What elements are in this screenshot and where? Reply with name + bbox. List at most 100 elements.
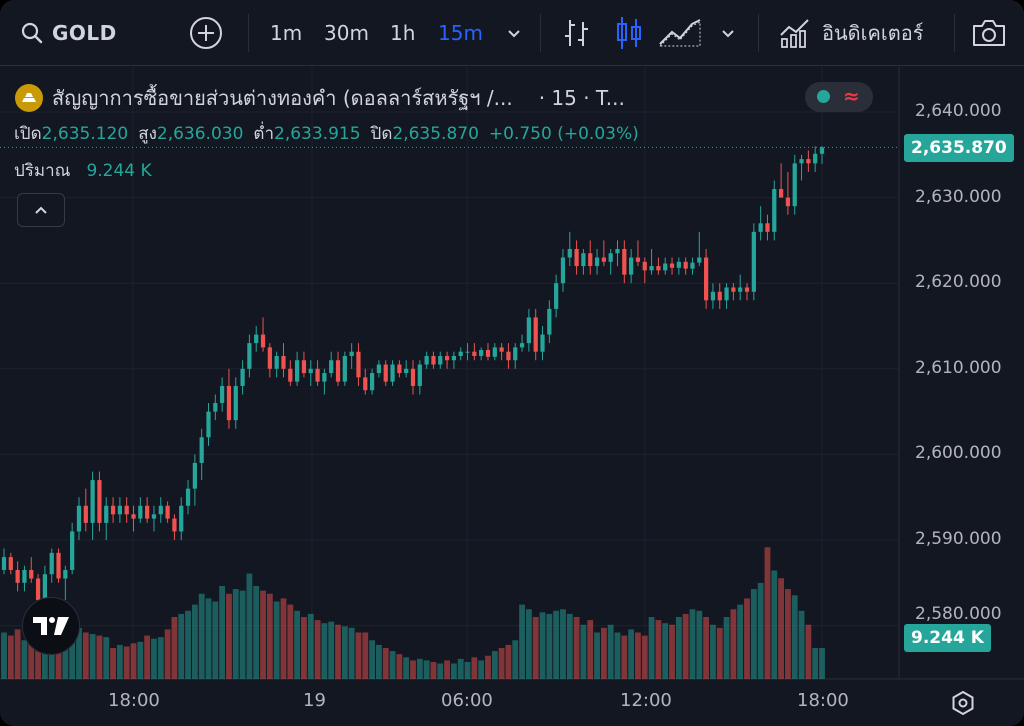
volume-bar: [164, 629, 171, 679]
volume-bar: [587, 620, 594, 679]
volume-bar: [7, 635, 14, 679]
candle-style-icon: [614, 15, 644, 51]
price-axis-label: 2,610.000: [915, 358, 1002, 378]
price-axis-label: 2,600.000: [915, 443, 1002, 463]
candle-body: [63, 569, 68, 579]
price-axis-label: 2,630.000: [915, 187, 1002, 207]
volume-bar: [798, 610, 805, 679]
volume-bar: [416, 658, 423, 679]
candle-body: [663, 263, 668, 271]
candle-body: [751, 231, 756, 292]
candle-body: [772, 189, 777, 232]
indicators-icon: [778, 17, 812, 49]
bar-style-button[interactable]: [562, 14, 592, 52]
volume-bar: [491, 651, 498, 679]
candle-body: [635, 257, 641, 262]
candle-body: [588, 253, 593, 267]
candle-body: [295, 360, 300, 382]
volume-bar: [382, 648, 389, 679]
volume-bar: [144, 635, 151, 679]
candle-body: [15, 569, 20, 583]
candle-body: [369, 373, 375, 391]
volume-bar: [103, 637, 110, 679]
volume-bar: [737, 604, 744, 679]
candle-body: [424, 355, 429, 365]
candle-body: [533, 317, 538, 352]
candle-body: [104, 505, 109, 523]
symbol-search-button[interactable]: GOLD: [20, 14, 117, 52]
candle-body: [315, 368, 320, 382]
indicators-label: อินดิเคเตอร์: [822, 21, 924, 45]
volume-bar: [635, 632, 641, 679]
volume-bar: [519, 604, 525, 679]
low-value: 2,633.915: [274, 123, 361, 144]
candle-body: [356, 351, 361, 378]
volume-bar: [819, 648, 825, 679]
volume-bar: [430, 661, 437, 679]
collapse-legend-button[interactable]: [17, 193, 65, 227]
change-value: +0.750 (+0.03%): [488, 123, 639, 144]
volume-bar: [444, 660, 450, 679]
candle-body: [397, 364, 402, 374]
volume-bar: [260, 590, 266, 679]
timeframe-label: 1h: [390, 21, 416, 45]
candle-body: [390, 364, 395, 382]
candle-body: [519, 343, 525, 348]
volume-bar: [137, 641, 144, 679]
volume-bar: [198, 593, 205, 679]
candle-body: [49, 552, 54, 575]
volume-bar: [580, 624, 587, 679]
settings-button[interactable]: [948, 688, 978, 718]
candle-body: [8, 557, 13, 570]
candle-body: [554, 283, 559, 309]
volume-bar: [757, 582, 764, 679]
market-open-dot-icon: [817, 90, 830, 103]
candle-body: [165, 505, 170, 519]
candle-body: [629, 257, 634, 275]
low-label: ต่ำ: [253, 124, 274, 144]
indicators-button[interactable]: อินดิเคเตอร์: [778, 14, 923, 52]
chart-canvas[interactable]: [0, 67, 1024, 726]
candle-body: [431, 355, 436, 365]
candle-body: [649, 266, 654, 271]
area-style-button[interactable]: [658, 14, 702, 52]
volume-bar: [410, 660, 416, 679]
volume-bar: [655, 620, 662, 679]
volume-bar: [341, 626, 348, 679]
volume-value: 9.244 K: [86, 160, 152, 181]
volume-bar: [573, 617, 580, 679]
chart-style-dropdown[interactable]: [718, 14, 738, 52]
timeframe-1h[interactable]: 1h: [390, 14, 415, 52]
volume-bar: [212, 601, 219, 679]
high-value: 2,636.030: [156, 123, 244, 144]
volume-bar: [14, 629, 21, 679]
volume-bar: [232, 589, 239, 679]
price-axis-label: 2,580.000: [915, 604, 1002, 624]
candle-body: [35, 578, 41, 600]
toolbar-divider: [248, 14, 249, 52]
camera-icon: [970, 17, 1008, 49]
timeframe-30m[interactable]: 30m: [324, 14, 369, 52]
search-icon: [20, 21, 44, 45]
volume-bar: [151, 638, 157, 679]
volume-bar: [226, 593, 232, 679]
candle-body: [806, 159, 811, 164]
volume-bar: [648, 617, 655, 679]
tradingview-logo[interactable]: [22, 597, 80, 655]
add-symbol-button[interactable]: [188, 14, 224, 52]
volume-bar: [403, 657, 410, 679]
market-status-pill[interactable]: ≈: [805, 82, 873, 112]
candle-body: [438, 355, 443, 365]
candle-body: [690, 262, 695, 269]
volume-bar: [525, 609, 532, 679]
screenshot-button[interactable]: [970, 14, 1008, 52]
volume-bar: [376, 644, 382, 679]
candle-body: [765, 223, 770, 232]
volume-bar: [498, 648, 505, 679]
volume-bar: [614, 632, 621, 679]
timeframe-dropdown[interactable]: [504, 14, 524, 52]
timeframe-15m[interactable]: 15m: [438, 14, 483, 52]
timeframe-1m[interactable]: 1m: [270, 14, 302, 52]
candle-style-button[interactable]: [614, 14, 644, 52]
volume-bar: [239, 590, 246, 679]
